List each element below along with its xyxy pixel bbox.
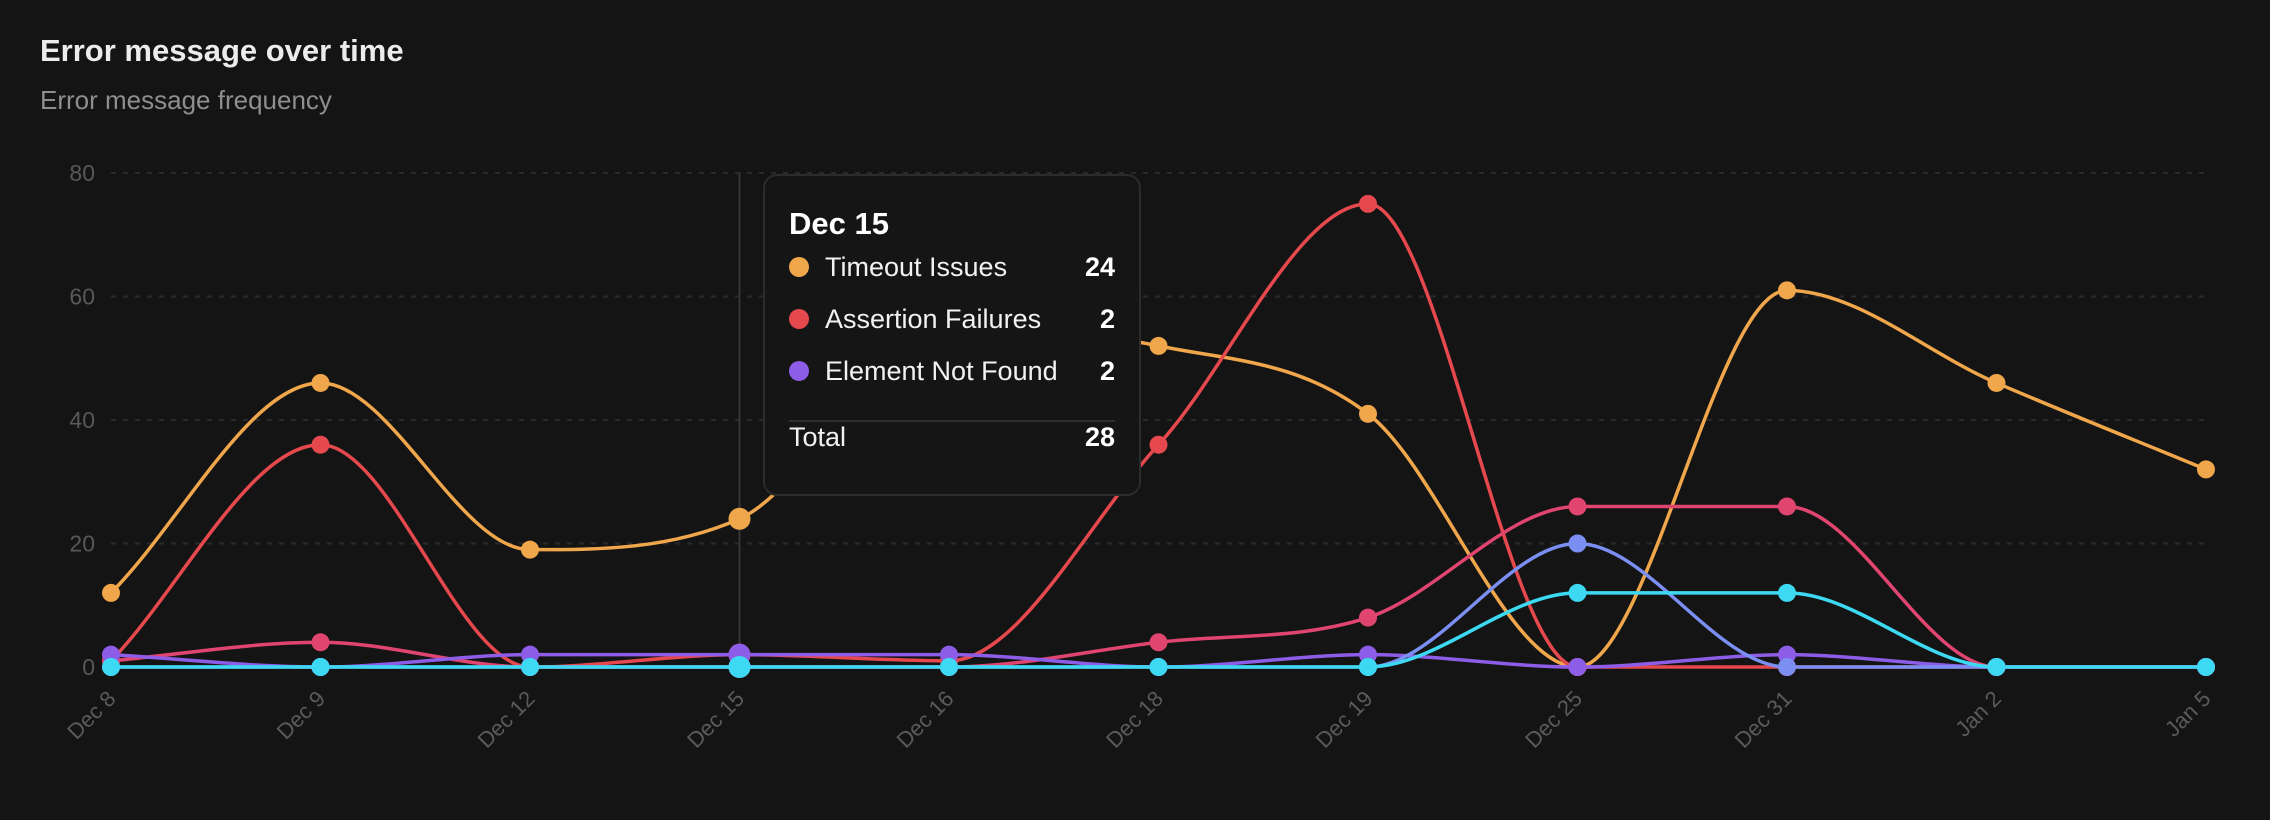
data-point-5 <box>1778 583 1796 602</box>
x-tick-label: Jan 5 <box>2160 686 2216 742</box>
data-point-1 <box>1359 194 1377 213</box>
series-color-dot-icon <box>789 309 809 329</box>
data-point-4 <box>1778 658 1796 676</box>
data-point-5 <box>1987 658 2006 676</box>
tooltip-label: Assertion Failures <box>825 303 1042 334</box>
x-tick-label: Dec 15 <box>682 686 749 753</box>
data-point-2 <box>311 633 330 652</box>
data-point-2 <box>1149 633 1168 652</box>
chart-subtitle: Error message frequency <box>40 85 332 115</box>
chart-tooltip: Dec 15 Timeout Issues 24 Assertion Failu… <box>763 174 1141 496</box>
data-point-3 <box>940 645 958 664</box>
y-tick-label: 60 <box>69 284 95 310</box>
data-point-2 <box>1778 497 1796 516</box>
data-point-0 <box>311 373 330 392</box>
data-point-5 <box>2197 658 2215 676</box>
data-point-0 <box>1149 336 1168 355</box>
tooltip-value: 2 <box>1099 303 1115 334</box>
tooltip-divider <box>789 420 1115 422</box>
chart-title: Error message over time <box>40 33 404 68</box>
data-point-4 <box>1568 534 1587 553</box>
data-point-0 <box>1987 373 2006 392</box>
data-point-0 <box>102 583 120 602</box>
data-point-0 <box>521 540 539 559</box>
data-point-5 <box>521 658 539 676</box>
tooltip-value: 24 <box>1084 251 1115 282</box>
x-tick-label: Dec 12 <box>473 686 540 753</box>
x-tick-label: Dec 16 <box>892 686 959 753</box>
x-tick-label: Dec 31 <box>1730 686 1797 753</box>
data-point-0 <box>2197 460 2215 479</box>
x-tick-label: Jan 2 <box>1950 686 2006 742</box>
tooltip-title: Dec 15 <box>789 206 889 241</box>
data-point-1 <box>1149 435 1168 454</box>
data-point-5 <box>1149 658 1168 676</box>
data-point-0 <box>1778 281 1796 300</box>
data-point-0 <box>728 507 751 530</box>
x-tick-label: Dec 19 <box>1311 686 1378 753</box>
data-point-5 <box>311 658 330 676</box>
data-point-5 <box>940 658 958 676</box>
data-point-3 <box>102 645 120 664</box>
tooltip-label: Element Not Found <box>825 355 1058 386</box>
y-tick-label: 0 <box>82 654 95 680</box>
tooltip-total-row: Total 28 <box>789 419 1115 455</box>
tooltip-row: Element Not Found 2 <box>789 353 1115 389</box>
tooltip-value: 2 <box>1099 355 1115 386</box>
x-tick-label: Dec 8 <box>62 686 120 744</box>
y-tick-label: 80 <box>69 160 95 186</box>
data-point-2 <box>1568 497 1587 516</box>
y-tick-label: 20 <box>69 531 95 557</box>
series-color-dot-icon <box>789 257 809 277</box>
data-point-5 <box>102 658 120 676</box>
data-point-2 <box>1359 608 1377 627</box>
tooltip-total-label: Total <box>789 421 847 452</box>
series-color-dot-icon <box>789 361 809 381</box>
data-point-3 <box>1778 645 1796 664</box>
data-point-1 <box>311 435 330 454</box>
x-tick-label: Dec 25 <box>1520 686 1587 753</box>
data-point-3 <box>521 645 539 664</box>
y-tick-label: 40 <box>69 407 95 433</box>
series-line-0 <box>109 288 2207 669</box>
x-tick-label: Dec 9 <box>272 686 330 744</box>
tooltip-total-value: 28 <box>1084 421 1115 452</box>
data-point-5 <box>728 656 751 678</box>
tooltip-row: Timeout Issues 24 <box>789 249 1115 285</box>
series-line-2 <box>110 504 2206 669</box>
data-point-3 <box>1359 645 1377 664</box>
data-point-3 <box>1568 658 1587 676</box>
data-point-5 <box>1568 583 1587 602</box>
data-point-0 <box>1359 404 1377 423</box>
tooltip-label: Timeout Issues <box>825 251 1008 282</box>
data-point-5 <box>1359 658 1377 676</box>
x-tick-label: Dec 18 <box>1101 686 1168 753</box>
series-line-1 <box>109 202 2206 669</box>
tooltip-row: Assertion Failures 2 <box>789 301 1115 337</box>
